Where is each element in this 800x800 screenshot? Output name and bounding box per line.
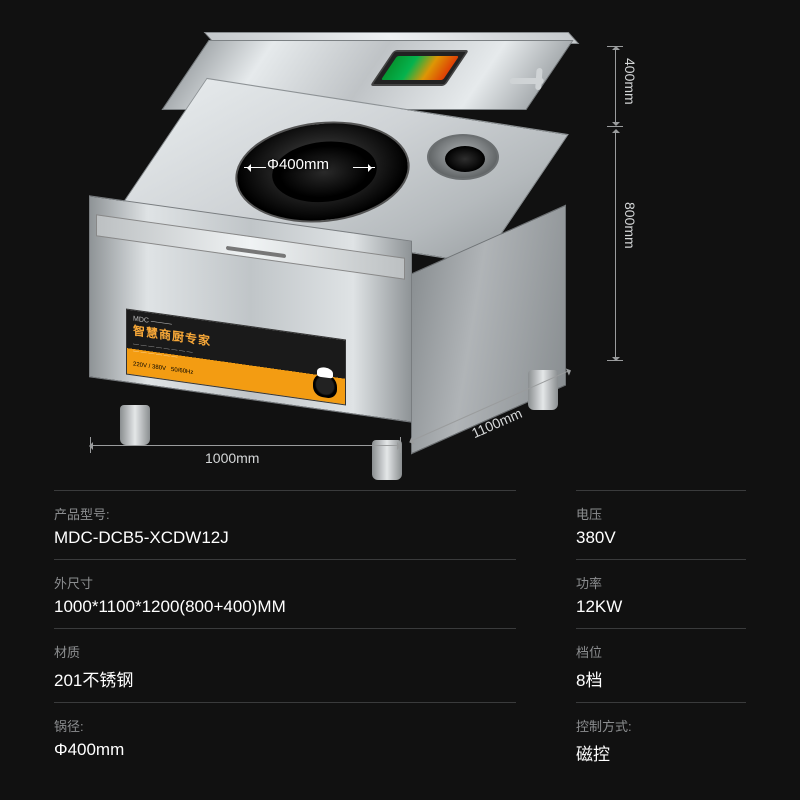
product-diagram: Φ400mm MDC ——— 智慧商厨专家 — — — — — — — —— —…	[0, 0, 800, 460]
spec-cell: 档位 8档	[576, 628, 746, 702]
spec-table: 产品型号: MDC-DCB5-XCDW12J 电压 380V 外尺寸 1000*1100*…	[54, 490, 746, 776]
spec-cell: 电压 380V	[576, 490, 746, 559]
spec-label: 产品型号:	[54, 504, 516, 523]
dim-line-upper-height	[615, 47, 616, 125]
spec-cell: 产品型号: MDC-DCB5-XCDW12J	[54, 490, 516, 559]
dim-line-width	[90, 445, 400, 446]
faucet-icon	[509, 62, 551, 92]
spec-cell: 控制方式: 磁控	[576, 702, 746, 776]
burner-diameter-label: Φ400mm	[267, 156, 329, 173]
spec-label: 外尺寸	[54, 573, 516, 592]
spec-value: 1000*1100*1200(800+400)MM	[54, 597, 516, 617]
spec-label: 电压	[576, 504, 746, 523]
spec-cell: 功率 12KW	[576, 559, 746, 628]
spec-value: 380V	[576, 528, 746, 548]
spec-cell: 外尺寸 1000*1100*1200(800+400)MM	[54, 559, 516, 628]
dim-label-width: 1000mm	[205, 450, 259, 466]
dim-label-upper-height: 400mm	[622, 58, 638, 105]
spec-label: 材质	[54, 642, 516, 661]
dim-label-lower-height: 800mm	[622, 202, 638, 249]
spec-value: 12KW	[576, 597, 746, 617]
dim-line-lower-height	[615, 130, 616, 360]
spec-value: 201不锈钢	[54, 666, 516, 691]
side-burner	[427, 134, 499, 180]
spec-label: 锅径:	[54, 716, 516, 735]
spec-label: 功率	[576, 573, 746, 592]
spec-label: 档位	[576, 642, 746, 661]
spec-label: 控制方式:	[576, 716, 746, 735]
spec-value: 磁控	[576, 740, 746, 765]
spec-value: MDC-DCB5-XCDW12J	[54, 528, 516, 548]
spec-cell: 材质 201不锈钢	[54, 628, 516, 702]
spec-value: Φ400mm	[54, 740, 516, 760]
spec-cell: 锅径: Φ400mm	[54, 702, 516, 776]
stove-illustration: Φ400mm MDC ——— 智慧商厨专家 — — — — — — — —— —…	[120, 40, 560, 440]
spec-value: 8档	[576, 666, 746, 691]
